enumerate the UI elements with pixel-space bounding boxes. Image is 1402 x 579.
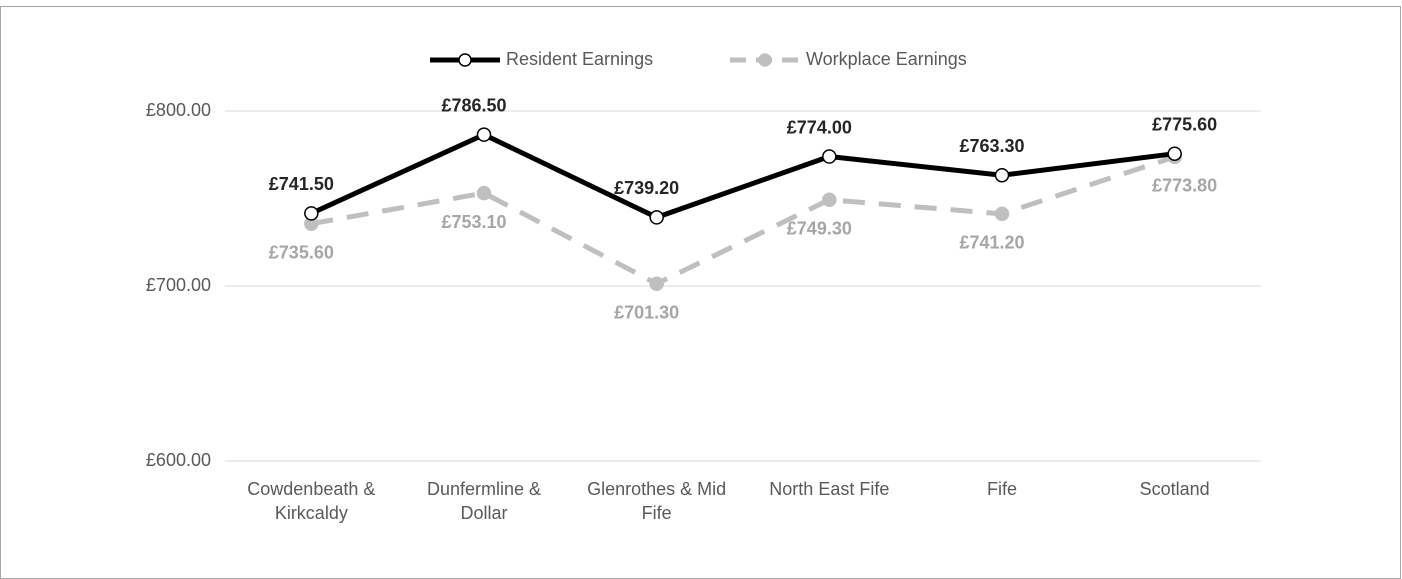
data-label: £739.20 bbox=[614, 178, 679, 198]
data-label: £773.80 bbox=[1152, 176, 1217, 196]
data-label: £763.30 bbox=[959, 136, 1024, 156]
point bbox=[994, 167, 1010, 183]
legend-label: Workplace Earnings bbox=[806, 49, 967, 69]
series-line bbox=[310, 132, 1175, 220]
data-label: £741.20 bbox=[959, 233, 1024, 253]
data-label: £701.30 bbox=[614, 302, 679, 322]
x-tick-label: Glenrothes & Mid Fife bbox=[587, 479, 727, 523]
point bbox=[822, 192, 837, 207]
point bbox=[304, 206, 319, 221]
data-label: £741.50 bbox=[269, 174, 334, 194]
legend-marker bbox=[458, 53, 472, 67]
x-tick-label: Fife bbox=[986, 479, 1017, 499]
point bbox=[822, 149, 837, 164]
data-label: £775.60 bbox=[1152, 114, 1217, 134]
point bbox=[476, 127, 492, 142]
point bbox=[994, 206, 1010, 222]
point bbox=[476, 185, 492, 201]
y-tick-label: £800.00 bbox=[146, 100, 211, 120]
y-tick-label: £700.00 bbox=[146, 275, 211, 295]
x-tick-label: Scotland bbox=[1139, 479, 1210, 499]
x-tick-label: Cowdenbeath & Kirkcaldy bbox=[247, 479, 376, 523]
data-label: £753.10 bbox=[441, 212, 506, 232]
series-line bbox=[310, 154, 1176, 287]
point bbox=[649, 276, 664, 291]
data-label: £749.30 bbox=[787, 218, 852, 238]
x-tick-label: Dunfermline & Dollar bbox=[426, 479, 542, 523]
point bbox=[1167, 146, 1182, 161]
data-label: £786.50 bbox=[441, 95, 506, 115]
x-tick-label: North East Fife bbox=[769, 479, 890, 499]
point bbox=[649, 210, 664, 225]
legend-label: Resident Earnings bbox=[506, 49, 653, 69]
data-label: £774.00 bbox=[787, 117, 852, 137]
data-label: £735.60 bbox=[269, 242, 334, 262]
y-tick-label: £600.00 bbox=[146, 450, 211, 470]
legend-marker bbox=[758, 53, 772, 67]
